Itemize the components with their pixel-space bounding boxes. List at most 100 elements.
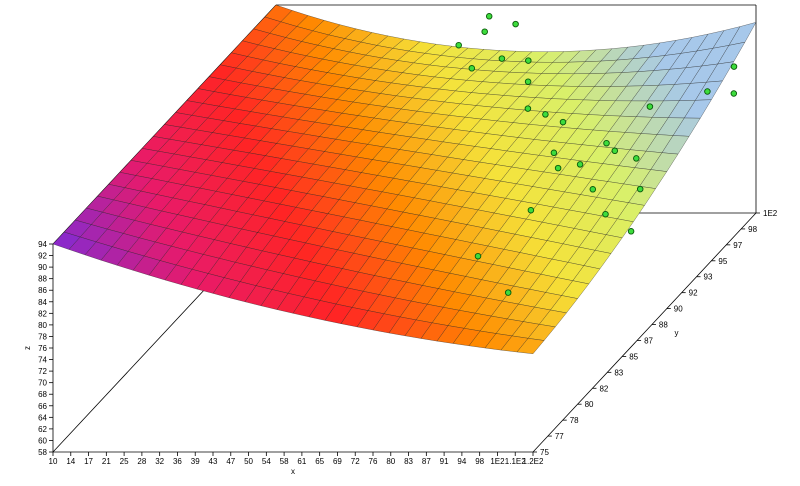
data-point [550,149,558,157]
x-tick-label: 43 [209,457,218,466]
y-axis-label: y [675,329,679,338]
z-tick-label: 68 [38,390,47,399]
data-point [704,88,711,95]
data-point [633,155,640,162]
data-point [524,105,532,112]
x-tick-label: 83 [404,457,413,466]
z-tick-label: 64 [38,413,47,422]
z-tick-label: 72 [38,367,47,376]
x-tick-label: 72 [351,457,360,466]
x-tick-label: 65 [315,457,324,466]
x-tick-label: 80 [386,457,395,466]
data-point [542,111,549,118]
z-tick-label: 76 [38,344,47,353]
z-axis-label: z [23,346,32,350]
data-point [481,28,488,35]
x-tick-label: 1.2E2 [523,457,544,466]
y-tick-label: 82 [599,384,608,393]
x-axis-label: x [291,467,295,476]
x-tick-label: 17 [84,457,93,466]
y-tick-label: 80 [585,400,594,409]
y-tick-label: 93 [704,273,713,282]
data-point [455,41,462,49]
z-tick-label: 82 [38,309,47,318]
z-tick-label: 60 [38,436,47,445]
x-tick-label: 61 [297,457,306,466]
data-point [646,103,654,110]
x-tick-label: 10 [49,457,58,466]
y-tick-label: 95 [718,257,727,266]
data-point [559,118,567,126]
data-point [627,228,635,235]
y-tick-label: 90 [674,305,683,314]
data-point [589,186,597,193]
x-tick-label: 21 [102,457,111,466]
z-tick-label: 74 [38,356,47,365]
y-tick-label: 98 [748,225,757,234]
z-tick-label: 58 [38,448,47,457]
z-tick-label: 94 [38,240,47,249]
surface-mesh [52,4,757,354]
x-tick-label: 47 [226,457,235,466]
x-tick-label: 1E2 [490,457,505,466]
x-tick-label: 94 [457,457,466,466]
z-tick-label: 88 [38,275,47,284]
z-tick-label: 70 [38,379,47,388]
data-point [512,20,519,28]
x-axis: 10 14 17 21 25 28 32 36 39 43 47 50 54 58 61 65 69 72 76 80… [49,452,544,476]
x-tick-label: 14 [66,457,75,466]
z-tick-label: 90 [38,263,47,272]
z-tick-label: 86 [38,286,47,295]
x-tick-label: 39 [191,457,200,466]
x-tick-label: 28 [137,457,146,466]
y-tick-label: 97 [733,241,742,250]
data-points [455,13,738,296]
z-tick-label: 66 [38,402,47,411]
data-point [602,210,609,218]
x-tick-label: 36 [173,457,182,466]
data-point [468,65,476,72]
y-tick-label: 77 [555,432,564,441]
data-point [554,164,562,172]
data-point [576,161,584,168]
data-point [474,252,482,260]
x-tick-label: 32 [155,457,164,466]
z-tick-label: 84 [38,298,47,307]
data-point [504,289,512,296]
data-point [603,139,610,147]
x-tick-label: 87 [422,457,431,466]
data-point [730,90,738,97]
surface-cell [516,338,545,354]
z-tick-label: 80 [38,321,47,330]
data-point [525,57,532,64]
y-tick-label: 87 [644,336,653,345]
data-point [485,13,493,20]
frame-edge-1 [532,212,757,453]
x-tick-label: 98 [475,457,484,466]
z-tick-label: 92 [38,252,47,261]
x-tick-label: 58 [280,457,289,466]
data-point [527,206,535,214]
data-point [498,55,506,62]
x-tick-label: 1.1E2 [505,457,526,466]
data-point [636,185,644,193]
x-tick-label: 76 [369,457,378,466]
y-tick-label: 78 [570,416,579,425]
z-axis: 58 60 62 64 66 68 70 72 74 76 78 80 82 84 86 88 90 92 94 z [23,240,53,457]
x-tick-label: 69 [333,457,342,466]
z-tick-label: 78 [38,332,47,341]
x-tick-label: 25 [120,457,129,466]
y-tick-label: 75 [540,448,549,457]
x-tick-label: 54 [262,457,271,466]
y-tick-label: 92 [689,289,698,298]
data-point [524,78,532,85]
y-tick-label: 88 [659,321,668,330]
x-tick-label: 50 [244,457,253,466]
z-tick-label: 62 [38,425,47,434]
x-tick-label: 91 [440,457,449,466]
data-point [730,63,738,70]
y-tick-label: 83 [614,368,623,377]
y-tick-label: 85 [629,352,638,361]
